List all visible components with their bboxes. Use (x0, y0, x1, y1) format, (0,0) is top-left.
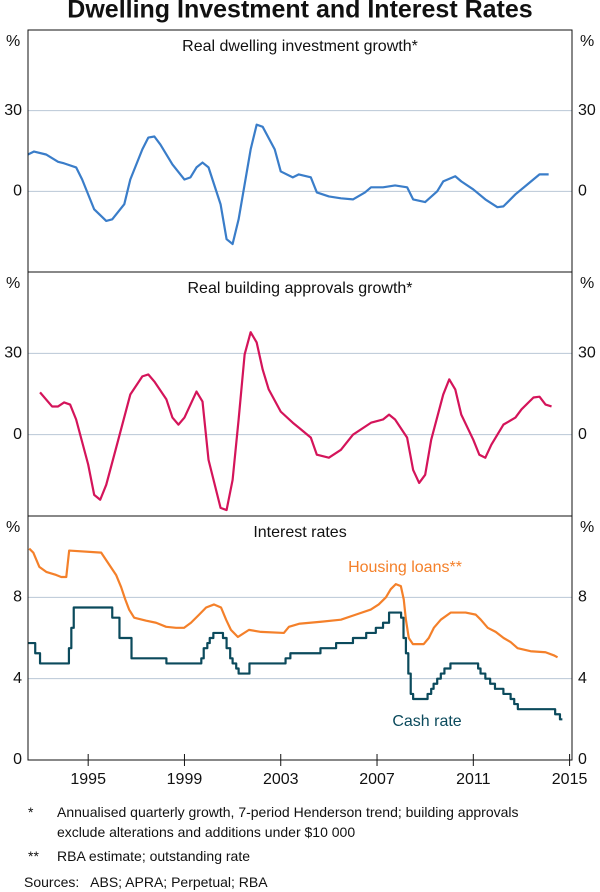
y-tick-label: 4 (13, 670, 22, 687)
y-tick-label: 8 (13, 589, 22, 606)
x-tick-label: 2007 (359, 771, 395, 788)
y2-tick-label: 4 (578, 670, 587, 687)
y2-unit: % (580, 275, 594, 292)
x-tick-label: 1999 (167, 771, 203, 788)
plot-frame (27, 29, 573, 761)
y2-unit: % (580, 33, 594, 50)
note-1: * Annualised quarterly growth, 7-period … (0, 802, 600, 846)
x-tick-label: 2015 (552, 771, 588, 788)
y2-tick-label: 30 (578, 345, 596, 362)
y2-unit: % (580, 519, 594, 536)
series-line (39, 331, 552, 512)
y-tick-label: 0 (13, 183, 22, 200)
y-unit: % (6, 275, 20, 292)
note-marker: ** (28, 848, 39, 864)
series-label: Housing loans** (348, 559, 462, 576)
y-unit: % (6, 519, 20, 536)
chart-title: Dwelling Investment and Interest Rates (67, 0, 532, 24)
y-unit: % (6, 33, 20, 50)
y-tick-label: 0 (13, 426, 22, 443)
panel-title: Interest rates (253, 524, 346, 541)
y2-tick-label: 0 (578, 426, 587, 443)
y-tick-label: 30 (4, 102, 22, 119)
panel-title: Real dwelling investment growth* (182, 38, 418, 55)
series-line (27, 123, 549, 246)
note-text: RBA estimate; outstanding rate (57, 848, 250, 864)
y-tick-label: 0 (13, 751, 22, 768)
series-line (28, 606, 563, 721)
x-tick-label: 1995 (70, 771, 106, 788)
sources: Sources: ABS; APRA; Perpetual; RBA (24, 874, 268, 890)
series-line (28, 547, 559, 659)
note-text: Annualised quarterly growth, 7-period He… (57, 804, 519, 840)
y-tick-label: 30 (4, 345, 22, 362)
y2-tick-label: 30 (578, 102, 596, 119)
panel-title: Real building approvals growth* (187, 280, 412, 297)
y2-tick-label: 0 (578, 183, 587, 200)
note-marker: * (28, 804, 34, 820)
x-tick-label: 2011 (456, 771, 491, 788)
x-tick-label: 2003 (263, 771, 299, 788)
note-2: ** RBA estimate; outstanding rate (0, 846, 600, 866)
chart: Dwelling Investment and Interest Rates 0… (4, 0, 596, 788)
series-label: Cash rate (392, 713, 461, 730)
y2-tick-label: 8 (578, 589, 587, 606)
y2-tick-label: 0 (578, 751, 587, 768)
